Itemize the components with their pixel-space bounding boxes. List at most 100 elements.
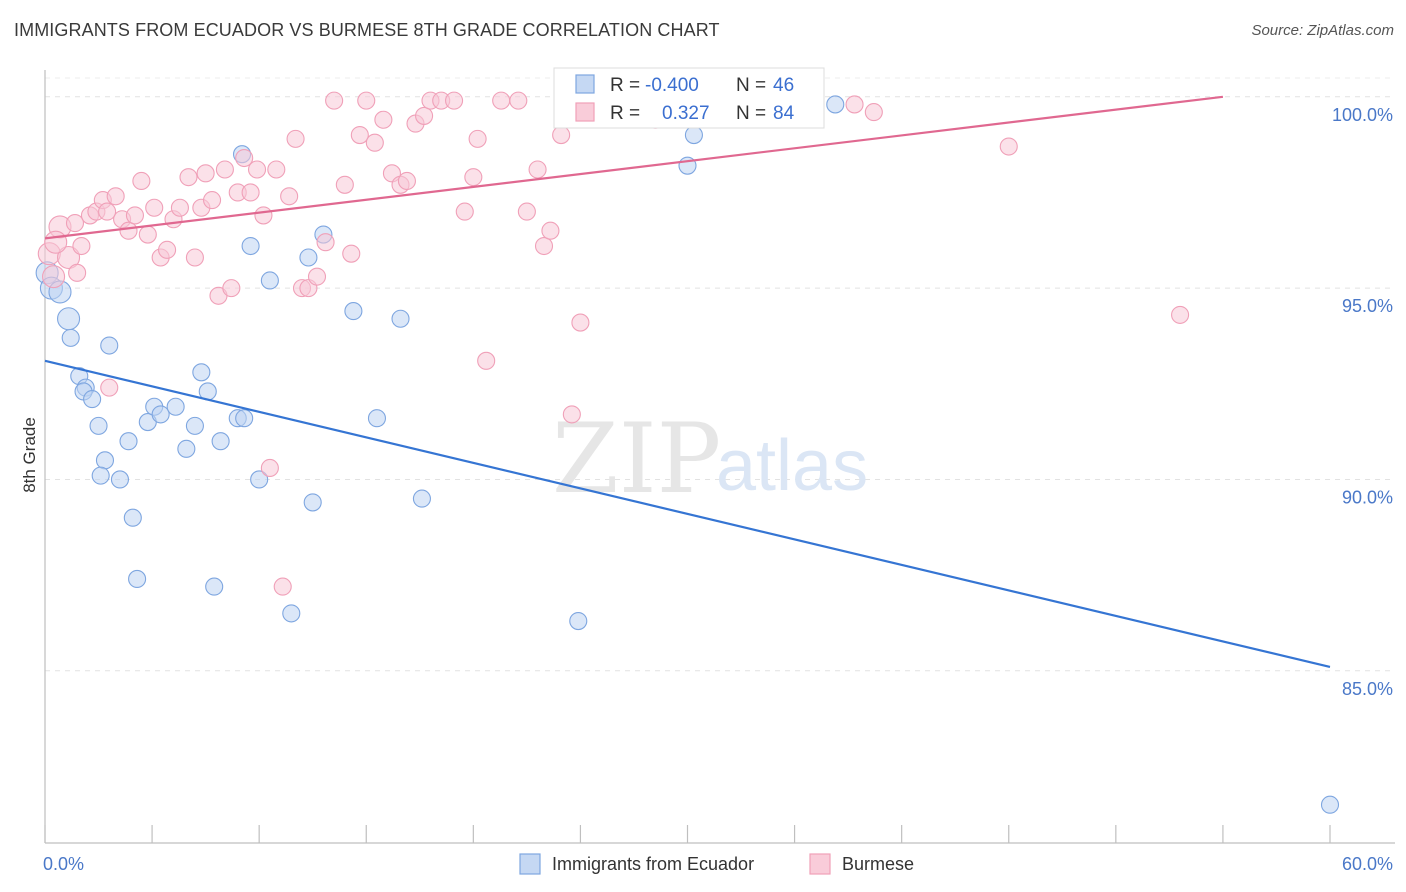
burmese-point (100, 378, 119, 397)
ecuador-point (128, 569, 147, 589)
stats-blue-r-value: -0.400 (645, 75, 699, 96)
burmese-point (185, 248, 204, 267)
burmese-point (534, 236, 554, 256)
burmese-point (158, 240, 177, 259)
ecuador-point (367, 409, 387, 428)
ecuador-point (83, 390, 102, 409)
ecuador-point (95, 451, 115, 470)
x-tick-label-min: 0.0% (43, 854, 84, 874)
burmese-point (307, 267, 327, 286)
y-tick-label: 90.0% (1342, 487, 1393, 507)
chart-title: IMMIGRANTS FROM ECUADOR VS BURMESE 8TH G… (14, 20, 720, 40)
legend: Immigrants from Ecuador Burmese (519, 853, 914, 875)
y-axis-label: 8th Grade (20, 417, 39, 493)
burmese-point (541, 221, 560, 240)
burmese-point (132, 171, 151, 191)
burmese-point (235, 148, 254, 168)
burmese-point (42, 265, 66, 289)
ecuador-point (211, 432, 230, 451)
ecuador-point (185, 416, 204, 435)
ecuador-point (91, 466, 110, 485)
burmese-point (267, 160, 286, 179)
burmese-point (464, 168, 483, 187)
watermark-atlas: atlas (716, 426, 868, 506)
burmese-point (260, 458, 279, 478)
legend-swatch-burmese (809, 853, 831, 875)
ecuador-point (110, 470, 130, 489)
burmese-point (509, 91, 528, 110)
axes: 85.0% 90.0% 95.0% 100.0% 0.0% 60.0% (43, 70, 1395, 874)
ecuador-point (166, 397, 185, 416)
burmese-point (247, 160, 267, 179)
burmese-point (316, 233, 335, 252)
y-tick-label: 100.0% (1332, 105, 1393, 125)
burmese-point (179, 168, 198, 187)
burmese-point (335, 175, 354, 194)
x-tick-label-max: 60.0% (1342, 854, 1393, 874)
ecuador-point (260, 271, 279, 290)
ecuador-trend-line (44, 359, 1331, 669)
stats-blue-n-label: N = (736, 75, 766, 96)
burmese-point (98, 202, 117, 221)
ecuador-point (684, 126, 703, 145)
ecuador-point (344, 302, 363, 321)
burmese-point (286, 129, 305, 148)
burmese-point (72, 236, 91, 256)
ecuador-point (299, 248, 318, 267)
ecuador-point (177, 439, 196, 458)
ecuador-point (412, 489, 431, 508)
legend-swatch-ecuador (519, 853, 541, 875)
ecuador-point (569, 611, 588, 631)
burmese-point (138, 225, 157, 244)
trend-lines (44, 95, 1331, 669)
watermark-zip: ZIP (552, 403, 721, 515)
stats-pink-swatch (575, 102, 595, 122)
ecuador-point (241, 236, 260, 256)
ecuador-point (235, 409, 254, 428)
ecuador-point (100, 336, 119, 355)
burmese-point (477, 351, 496, 370)
burmese-point (374, 110, 393, 129)
burmese-point (125, 206, 144, 225)
burmese-point (517, 202, 536, 221)
stats-pink-r-label: R = (610, 103, 640, 124)
burmese-point (445, 91, 464, 110)
burmese-point (203, 191, 222, 210)
burmese-point (528, 160, 547, 179)
burmese-point (241, 183, 260, 202)
burmese-point (106, 187, 125, 206)
ecuador-point (205, 577, 224, 596)
burmese-point (215, 160, 234, 179)
ecuador-point (192, 363, 211, 382)
burmese-trend-line (44, 95, 1224, 240)
stats-pink-n-label: N = (736, 103, 766, 124)
grid (45, 77, 1395, 672)
burmese-point (552, 126, 571, 145)
burmese-point (415, 106, 434, 125)
burmese-point (350, 126, 369, 145)
burmese-point (357, 91, 376, 110)
stats-pink-r-value: 0.327 (662, 103, 710, 124)
burmese-point (196, 164, 215, 183)
burmese-point (864, 103, 883, 122)
source-label: Source: ZipAtlas.com (1251, 22, 1394, 39)
stats-box: R = -0.400 N = 46 R = 0.327 N = 84 (553, 67, 825, 129)
burmese-point (222, 279, 241, 298)
burmese-point (845, 95, 864, 114)
burmese-point (57, 245, 81, 270)
legend-label-ecuador: Immigrants from Ecuador (552, 854, 754, 874)
legend-label-burmese: Burmese (842, 854, 914, 874)
burmese-point (44, 230, 68, 254)
burmese-point (170, 198, 189, 217)
ecuador-point (282, 604, 301, 623)
burmese-point (280, 187, 299, 206)
burmese-point (1171, 305, 1190, 324)
ecuador-point (826, 95, 845, 114)
burmese-point (325, 91, 344, 110)
y-tick-label: 95.0% (1342, 296, 1393, 316)
ecuador-point (250, 470, 269, 489)
burmese-point (397, 171, 416, 191)
ecuador-point (123, 508, 142, 527)
ecuador-point (303, 493, 322, 512)
